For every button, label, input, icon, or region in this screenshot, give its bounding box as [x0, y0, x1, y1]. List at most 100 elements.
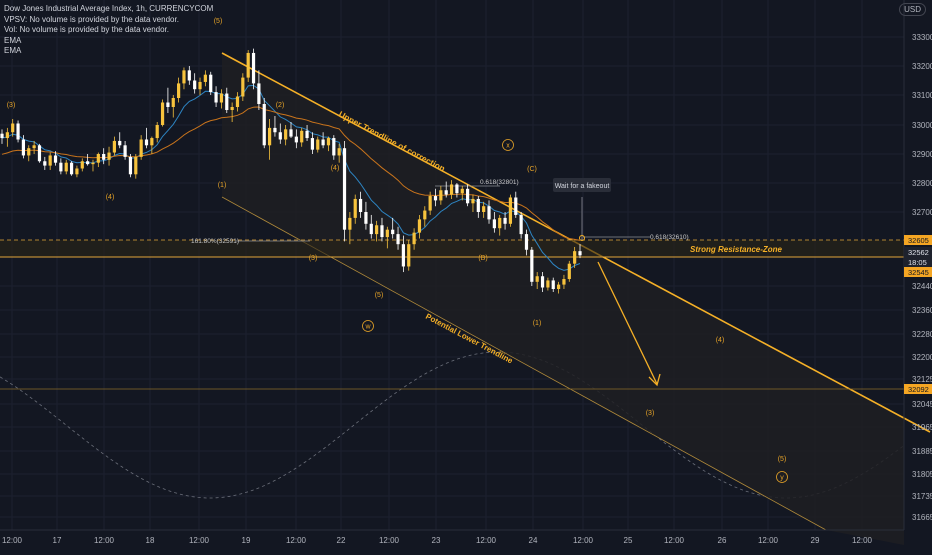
candle-body	[198, 81, 202, 90]
price-tag-label: 32545	[908, 268, 929, 277]
symbol-title: Dow Jones Industrial Average Index, 1h, …	[4, 4, 214, 13]
candle-body	[535, 276, 539, 282]
x-tick-label: 22	[337, 536, 346, 545]
x-tick-label: 12:00	[664, 536, 685, 545]
candle-body	[209, 74, 213, 93]
candle-body	[337, 148, 341, 156]
wave-circle	[776, 471, 788, 483]
y-tick-label: 32440	[912, 282, 932, 291]
candle-body	[578, 251, 582, 256]
candle-body	[353, 198, 357, 218]
y-tick-label: 33200	[912, 62, 932, 71]
candle-body	[251, 52, 256, 84]
y-tick-label: 31665	[912, 513, 932, 522]
wave-label: (3)	[646, 410, 655, 417]
resistance-zone-label: Strong Resistance-Zone	[690, 245, 783, 254]
y-tick-label: 31885	[912, 447, 932, 456]
y-tick-label: 31805	[912, 470, 932, 479]
projection	[579, 197, 661, 387]
candle-body	[380, 225, 384, 238]
candle-body	[332, 138, 336, 156]
candle-body	[444, 190, 448, 195]
projection-arrow	[597, 261, 658, 385]
y-tick-label: 32800	[912, 179, 932, 188]
wave-label: (4)	[331, 165, 340, 172]
candles	[0, 48, 582, 294]
candle-body	[551, 280, 555, 289]
candle-body	[193, 80, 197, 90]
chart-legend: Dow Jones Industrial Average Index, 1h, …	[4, 4, 213, 57]
fib-1618-label: 161.80%(32591)	[191, 238, 239, 245]
y-tick-label: 33300	[912, 33, 932, 42]
fakeout-callout-box	[553, 178, 611, 192]
fib-0618a-label: 0.618(32801)	[480, 179, 519, 186]
candle-body	[53, 155, 58, 163]
price-tag-bg	[904, 384, 932, 394]
candle-body	[69, 162, 74, 175]
candle-body	[91, 162, 95, 165]
x-tick-label: 17	[53, 536, 62, 545]
legend-line-vol: Vol: No volume is provided by the data v…	[4, 25, 169, 34]
candle-body	[37, 145, 42, 162]
y-tick-label: 32125	[912, 375, 932, 384]
candle-body	[305, 130, 309, 139]
candle-body	[96, 154, 100, 163]
candle-body	[519, 214, 523, 235]
candle-body	[375, 225, 379, 235]
candle-body	[107, 152, 111, 160]
candle-body	[112, 140, 116, 153]
candle-body	[316, 139, 320, 150]
wave-label: (5)	[214, 18, 223, 25]
candle-body	[396, 234, 400, 245]
y-tick-label: 32900	[912, 150, 932, 159]
candle-body	[439, 190, 443, 201]
candle-body	[471, 198, 475, 204]
wave-circle	[502, 139, 514, 151]
candle-body	[273, 127, 277, 133]
candle-body	[508, 197, 513, 224]
wave-circle-label: y	[780, 475, 784, 482]
candle-body	[32, 145, 36, 149]
candle-body	[235, 96, 240, 107]
candle-body	[246, 52, 250, 78]
candle-body	[546, 280, 550, 288]
wave-label: (3)	[7, 102, 16, 109]
candle-body	[150, 138, 154, 146]
candle-body	[267, 127, 272, 146]
candle-body	[300, 130, 304, 143]
candle-body	[155, 125, 159, 139]
x-tick-label: 25	[624, 536, 633, 545]
candle-body	[241, 77, 245, 97]
y-tick-label: 31965	[912, 423, 932, 432]
candle-body	[369, 223, 373, 235]
price-tag-label: 32605	[908, 236, 929, 245]
candle-body	[540, 276, 545, 288]
candle-body	[80, 161, 84, 169]
x-tick-label: 29	[811, 536, 820, 545]
wave-label: (4)	[716, 337, 725, 344]
candle-body	[86, 161, 90, 165]
fakeout-marker	[579, 235, 585, 241]
candle-body	[433, 196, 438, 201]
candle-body	[503, 217, 507, 224]
price-tag-bg	[904, 267, 932, 277]
y-tick-label: 32360	[912, 306, 932, 315]
candle-body	[262, 104, 266, 146]
y-tick-label: 32200	[912, 353, 932, 362]
candle-body	[455, 184, 459, 194]
candle-body	[562, 279, 566, 285]
price-tag-label: 32092	[908, 385, 929, 394]
wave-label: (4)	[106, 194, 115, 201]
candle-body	[310, 138, 315, 150]
candle-body	[182, 70, 186, 84]
candle-body	[487, 206, 491, 220]
wave-label: (1)	[533, 320, 542, 327]
currency-badge[interactable]: USD	[899, 3, 926, 16]
candle-body	[102, 154, 106, 160]
candle-body	[11, 123, 15, 133]
price-tag-label: 32562	[908, 248, 929, 257]
x-tick-label: 12:00	[94, 536, 115, 545]
